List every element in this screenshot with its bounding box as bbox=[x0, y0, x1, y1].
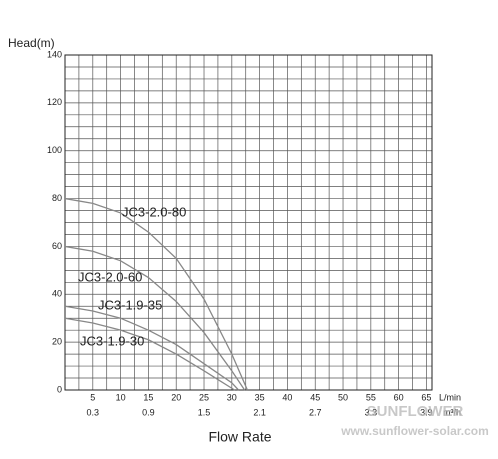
watermark: www.sunflower-solar.com bbox=[340, 424, 489, 438]
x-tick-label: 5 bbox=[90, 392, 95, 402]
curve bbox=[64, 197, 248, 391]
x-tick-label: 50 bbox=[338, 392, 348, 402]
series-label: JC3-2.0-80 bbox=[122, 204, 186, 219]
watermark: SUNFLOWER bbox=[367, 403, 464, 420]
x-tick-label: 55 bbox=[366, 392, 376, 402]
y-tick-label: 80 bbox=[52, 193, 62, 203]
x-tick-label: 60 bbox=[394, 392, 404, 402]
x-tick-label: 30 bbox=[227, 392, 237, 402]
x2-tick-label: 2.7 bbox=[309, 407, 322, 417]
curve bbox=[64, 245, 246, 391]
x2-tick-label: 2.1 bbox=[253, 407, 266, 417]
y-tick-label: 140 bbox=[47, 49, 62, 59]
plot-frame bbox=[64, 54, 433, 391]
y-tick-label: 60 bbox=[52, 241, 62, 251]
x-axis-label: Flow Rate bbox=[208, 429, 271, 445]
x2-tick-label: 1.5 bbox=[198, 407, 211, 417]
series-label: JC3-1.9-35 bbox=[98, 297, 162, 312]
x-tick-label: 10 bbox=[116, 392, 126, 402]
x2-tick-label: 0.9 bbox=[142, 407, 155, 417]
y-axis-label: Head(m) bbox=[8, 36, 55, 50]
x-tick-label: 45 bbox=[310, 392, 320, 402]
y-tick-label: 0 bbox=[57, 384, 62, 394]
x-tick-label: 15 bbox=[143, 392, 153, 402]
y-tick-label: 120 bbox=[47, 97, 62, 107]
x-tick-label: 20 bbox=[171, 392, 181, 402]
x-tick-label: 35 bbox=[255, 392, 265, 402]
x-unit: L/min bbox=[439, 392, 461, 402]
y-tick-label: 40 bbox=[52, 289, 62, 299]
y-tick-label: 20 bbox=[52, 337, 62, 347]
x2-unit: m³/h bbox=[443, 407, 461, 417]
x-tick-label: 40 bbox=[282, 392, 292, 402]
x-tick-label: 65 bbox=[421, 392, 431, 402]
x-tick-label: 25 bbox=[199, 392, 209, 402]
series-label: JC3-2.0-60 bbox=[78, 269, 142, 284]
y-tick-label: 100 bbox=[47, 145, 62, 155]
curve bbox=[64, 317, 235, 391]
x2-tick-label: 0.3 bbox=[87, 407, 100, 417]
curve bbox=[64, 305, 239, 391]
x2-tick-label: 3.3 bbox=[365, 407, 378, 417]
x2-tick-label: 3.9 bbox=[420, 407, 433, 417]
series-label: JC3-1.9-30 bbox=[80, 333, 144, 348]
